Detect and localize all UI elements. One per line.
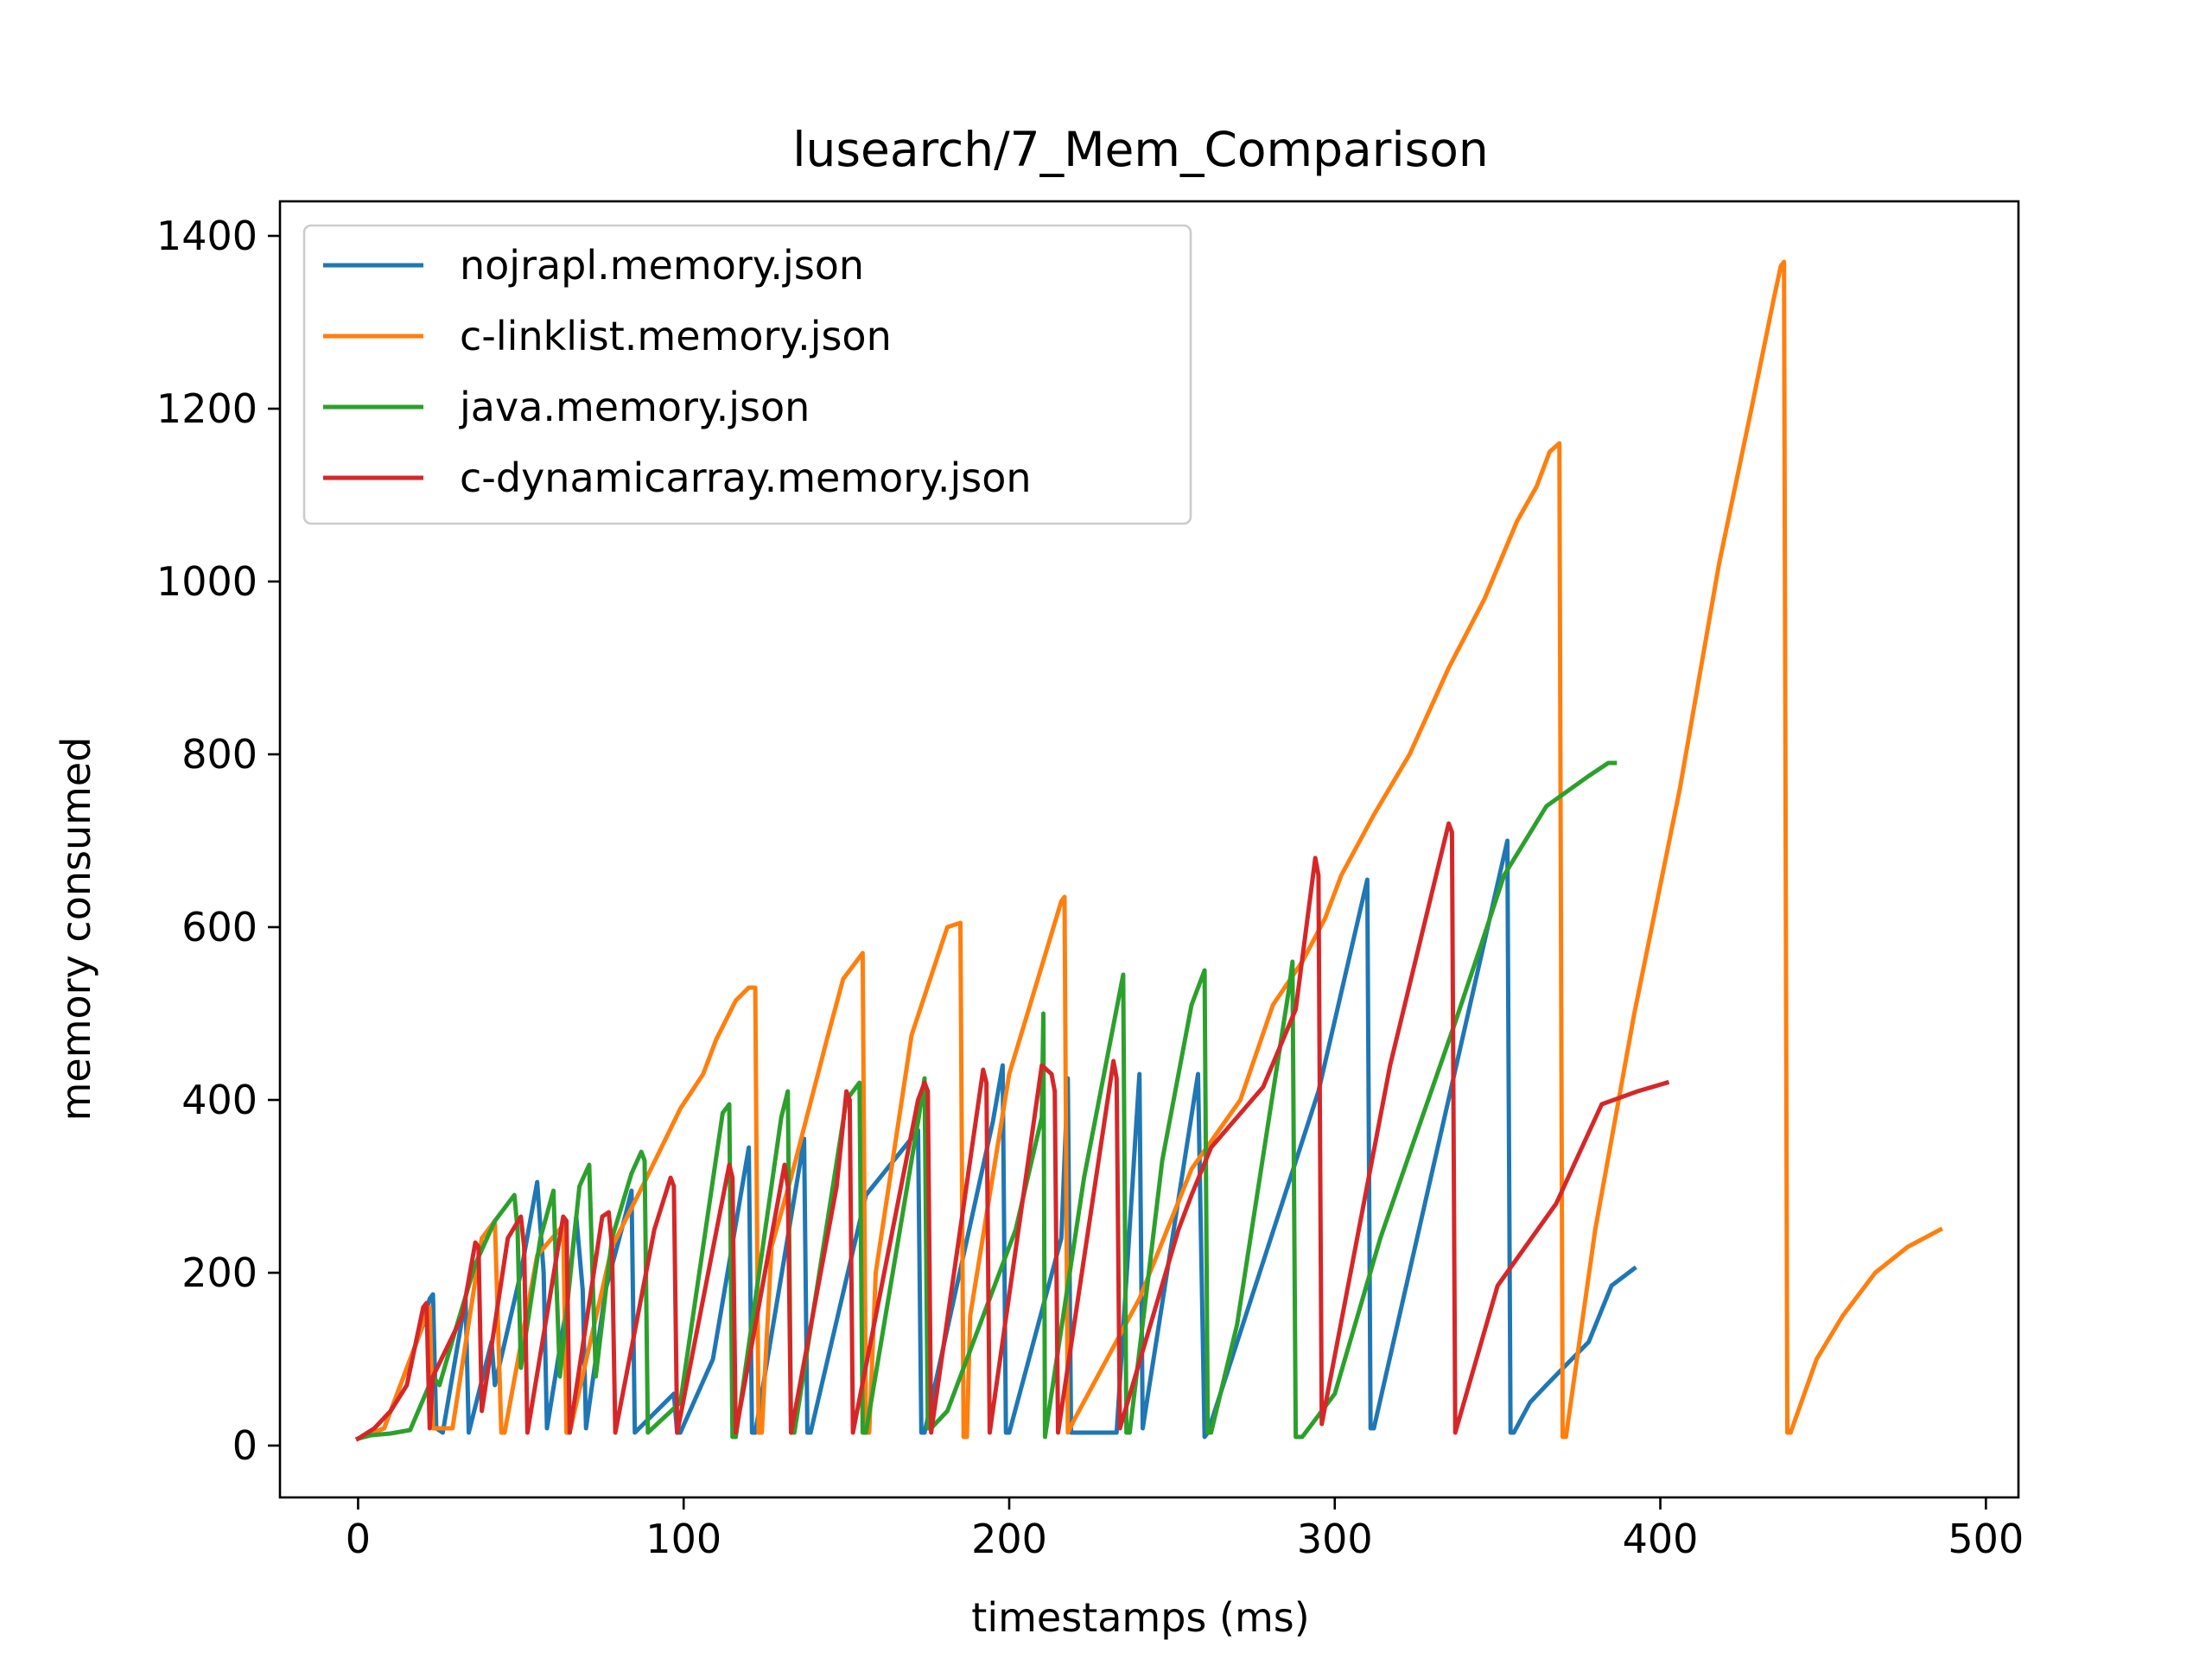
legend-box	[302, 224, 1192, 525]
y-tick-label: 600	[181, 904, 257, 950]
x-tick-label: 200	[971, 1516, 1047, 1562]
y-axis-label: memory consumed	[53, 737, 99, 1122]
x-tick-label: 400	[1623, 1516, 1699, 1562]
legend-label: java.memory.json	[459, 384, 810, 430]
x-tick-label: 100	[645, 1516, 721, 1562]
legend-label: nojrapl.memory.json	[460, 242, 864, 289]
y-tick-label: 800	[181, 731, 257, 778]
x-tick-label: 300	[1297, 1516, 1373, 1562]
series-line-0	[355, 838, 1637, 1442]
y-tick-label: 0	[232, 1422, 257, 1469]
y-tick-label: 1400	[156, 213, 257, 259]
legend-label: c-dynamicarray.memory.json	[460, 454, 1032, 501]
series-line-2	[355, 760, 1618, 1442]
series-line-3	[354, 821, 1670, 1442]
y-tick-label: 1200	[156, 385, 257, 432]
x-axis-label: timestamps (ms)	[971, 1594, 1309, 1641]
x-tick-label: 500	[1948, 1516, 2024, 1562]
y-tick-label: 200	[181, 1249, 257, 1296]
legend-label: c-linklist.memory.json	[460, 313, 892, 359]
y-tick-label: 400	[181, 1077, 257, 1123]
x-tick-label: 0	[346, 1516, 371, 1562]
plot-area: 0 100 200 300 400 500 0 200 400 600 800 1000 1200 140…	[156, 200, 2024, 1562]
y-tick-label: 1000	[156, 558, 257, 605]
axes-frame	[278, 200, 2020, 1499]
chart-title: lusearch/7_Mem_Comparison	[792, 122, 1489, 177]
